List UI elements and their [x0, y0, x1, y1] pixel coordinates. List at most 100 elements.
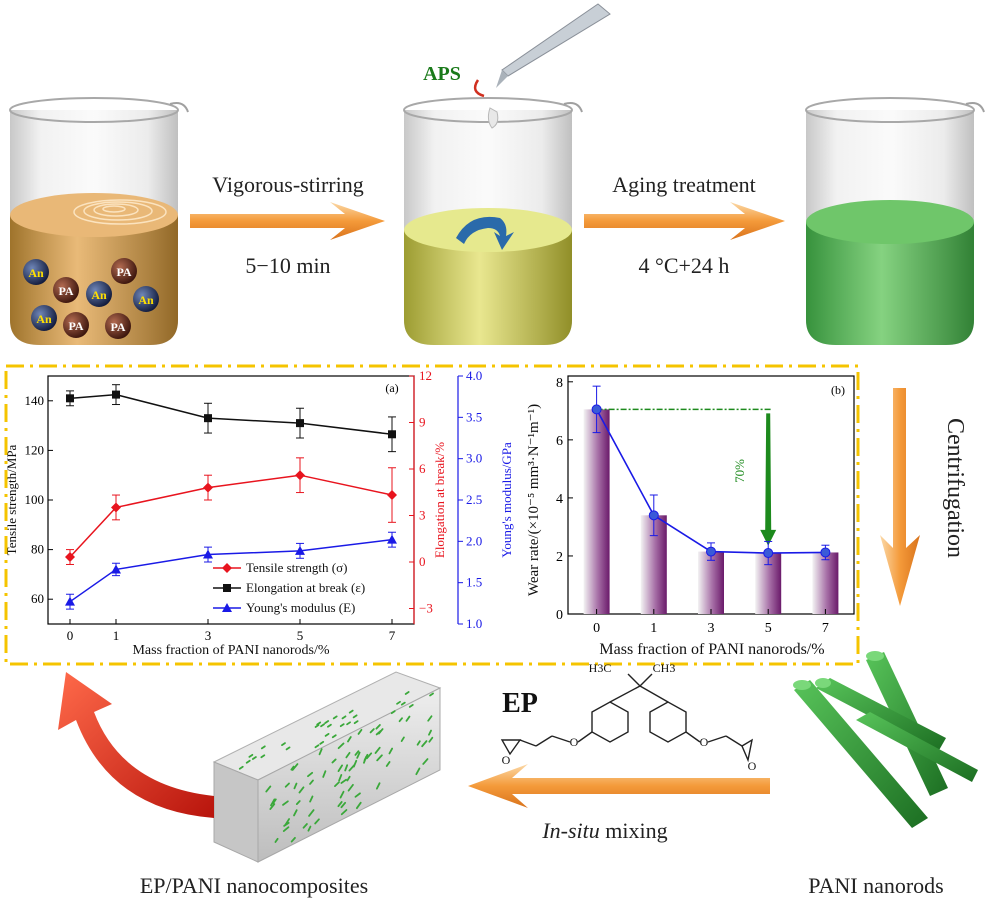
embedded-nanorod — [416, 740, 421, 746]
tick-label-right2: 3.0 — [466, 451, 482, 466]
tick-label-x: 5 — [765, 621, 772, 636]
embedded-nanorod — [356, 751, 361, 759]
bar — [583, 409, 610, 614]
embedded-nanorod — [353, 720, 359, 725]
chart-b-ylabel: Wear rate/(×10⁻⁵ mm³·N⁻¹m⁻¹) — [526, 404, 542, 596]
svg-text:An: An — [91, 288, 107, 302]
aging-label: Aging treatment — [612, 172, 756, 197]
embedded-nanorod — [396, 700, 401, 705]
data-point-elongation — [204, 414, 212, 423]
bar — [698, 551, 724, 614]
embedded-nanorod — [282, 826, 290, 832]
embedded-nanorod — [427, 715, 433, 722]
beaker-aps-reaction — [403, 97, 583, 345]
svg-text:PA: PA — [58, 284, 73, 298]
embedded-nanorod — [314, 724, 320, 728]
nanorod — [793, 680, 928, 828]
stirring-vortex — [73, 199, 167, 225]
embedded-nanorod — [352, 714, 358, 719]
tick-label-x: 0 — [593, 621, 600, 636]
nanocomposite-block — [212, 671, 442, 863]
data-point-tensile — [387, 490, 397, 501]
tick-label-x: 7 — [822, 621, 829, 636]
data-point-modulus — [203, 549, 213, 559]
chart-b-wear-rate: (b) Mass fraction of PANI nanorods/% Wea… — [526, 375, 855, 658]
chart-a-plot-area — [47, 375, 415, 625]
embedded-nanorod — [366, 752, 373, 760]
data-point — [706, 546, 716, 557]
monomer-pa-ball: PA — [63, 312, 89, 338]
embedded-nanorod — [260, 745, 266, 750]
embedded-nanorod — [291, 763, 299, 771]
chart-a-ylabel-right2: Young's modulus/GPa — [499, 442, 514, 558]
embedded-nanorod — [282, 800, 289, 806]
tick-label-x: 1 — [113, 628, 120, 643]
embedded-nanorod — [293, 782, 298, 790]
data-point-tensile — [203, 482, 213, 493]
embedded-nanorod — [298, 786, 305, 794]
embedded-nanorod — [339, 723, 345, 728]
insitu-mixing-label: In-situ mixing — [541, 818, 667, 843]
embedded-nanorod — [316, 721, 322, 726]
ep-title: EP — [502, 688, 538, 719]
chart-a-ylabel-right1: Elongation at break/% — [432, 442, 447, 558]
pani-nanorods-label: PANI nanorods — [808, 873, 943, 898]
embedded-nanorod — [348, 709, 354, 714]
pipette-icon — [496, 3, 611, 88]
embedded-nanorod — [345, 751, 351, 759]
tick-label-x: 3 — [205, 628, 212, 643]
process-arrow-stirring — [190, 202, 385, 240]
embedded-nanorod — [375, 730, 382, 736]
embedded-nanorod — [428, 736, 434, 743]
chart-a-panel-label: (a) — [385, 381, 398, 395]
embedded-nanorod — [274, 837, 279, 843]
embedded-nanorod — [334, 781, 340, 787]
red-curved-arrow-icon — [58, 672, 214, 818]
chart-b-xlabel: Mass fraction of PANI nanorods/% — [599, 641, 824, 658]
embedded-nanorod — [400, 701, 406, 706]
tick-label-right1: −3 — [419, 601, 433, 616]
legend-triangle-marker — [222, 603, 232, 612]
embedded-nanorod — [348, 764, 355, 772]
data-point-modulus — [387, 534, 397, 544]
svg-text:PA: PA — [116, 265, 131, 279]
chart-a-xlabel: Mass fraction of PANI nanorods/% — [132, 643, 329, 658]
pani-nanorods-image — [793, 651, 978, 828]
embedded-nanorod — [363, 755, 368, 764]
methyl-right: CH3 — [653, 661, 676, 675]
beaker-pani-solution — [805, 97, 985, 345]
embedded-nanorod — [337, 801, 343, 808]
tick-label-left: 140 — [25, 393, 45, 408]
embedded-nanorod — [390, 710, 396, 715]
process-arrow-aging — [584, 202, 785, 240]
embedded-nanorod — [354, 792, 361, 798]
tick-label-y: 2 — [556, 550, 563, 565]
data-point-tensile — [295, 470, 305, 481]
chart-b-panel-label: (b) — [831, 383, 845, 397]
monomer-pa-ball: PA — [105, 313, 131, 339]
monomer-an-ball: An — [133, 286, 159, 312]
bar — [812, 552, 839, 614]
embedded-nanorod — [293, 809, 298, 817]
methyl-left: H3C — [589, 661, 612, 675]
tick-label-x: 1 — [650, 621, 657, 636]
embedded-nanorod — [344, 764, 349, 772]
embedded-nanorod — [375, 724, 381, 730]
tick-label-right1: 9 — [419, 415, 426, 430]
tick-label-x: 7 — [389, 628, 396, 643]
embedded-nanorod — [309, 795, 314, 803]
data-point — [648, 510, 659, 521]
tick-label-y: 4 — [556, 492, 563, 507]
legend-square-marker — [223, 584, 231, 592]
legend-elongation: Elongation at break (ε) — [246, 580, 365, 595]
embedded-nanorod — [332, 715, 338, 720]
embedded-nanorod — [421, 740, 428, 748]
embedded-nanorod — [322, 770, 327, 778]
legend-diamond-marker — [222, 563, 232, 573]
embedded-nanorod — [307, 771, 314, 778]
benzene-ring-left — [591, 701, 629, 743]
embedded-nanorod — [388, 747, 394, 755]
benzene-ring-right — [649, 701, 687, 743]
embedded-nanorod — [415, 767, 421, 776]
nanocomposites-label: EP/PANI nanocomposites — [140, 873, 368, 898]
